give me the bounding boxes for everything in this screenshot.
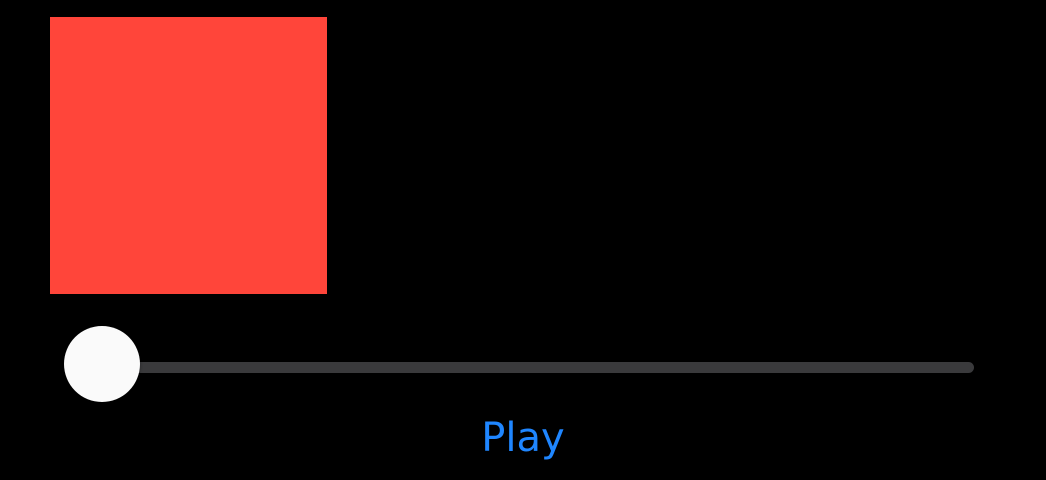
play-button-label: Play <box>481 415 565 461</box>
play-button[interactable]: Play <box>0 410 1046 466</box>
progress-slider[interactable] <box>64 326 974 402</box>
animated-red-square <box>50 17 327 294</box>
slider-thumb[interactable] <box>64 326 140 402</box>
slider-track[interactable] <box>72 362 974 373</box>
